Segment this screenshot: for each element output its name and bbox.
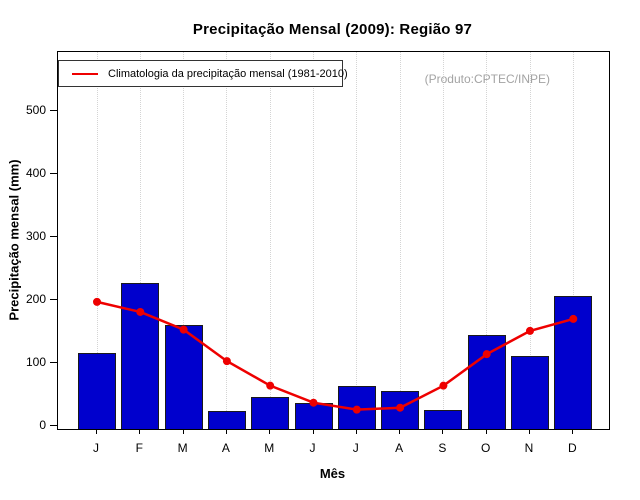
x-tick-label-3: A	[221, 441, 230, 455]
climatology-point-m4	[266, 381, 275, 390]
y-tick-label-0: 0	[39, 418, 46, 432]
plot-area	[57, 51, 610, 430]
climatology-point-o9	[482, 350, 491, 359]
x-tick-mark	[572, 428, 574, 434]
climatology-point-m2	[179, 325, 188, 334]
x-tick-label-2: M	[177, 441, 188, 455]
legend: Climatologia da precipitação mensal (198…	[58, 60, 348, 87]
month-gridline	[399, 52, 401, 429]
y-tick-mark	[50, 362, 57, 363]
month-gridline	[356, 52, 358, 429]
x-tick-mark	[139, 428, 141, 434]
month-gridline	[313, 52, 314, 429]
month-gridline	[183, 52, 185, 429]
climatology-point-s8	[439, 381, 448, 390]
x-tick-label-10: N	[524, 441, 534, 455]
precipitation-bar-m4	[251, 397, 290, 429]
climatology-point-a7	[396, 403, 405, 412]
precipitation-bar-f1	[121, 282, 160, 429]
climatology-point-j5	[309, 398, 318, 407]
y-tick-mark	[50, 299, 57, 300]
precipitation-bar-j0	[78, 352, 116, 429]
precipitation-bar-j5	[294, 402, 333, 429]
y-tick-label-100: 100	[25, 355, 46, 369]
precipitation-bar-m2	[164, 324, 203, 429]
x-tick-mark	[269, 428, 271, 434]
climatology-line	[96, 300, 574, 411]
month-gridline	[442, 52, 444, 429]
x-tick-mark	[399, 428, 401, 434]
x-tick-label-8: S	[438, 441, 447, 455]
climatology-point-n10	[526, 326, 534, 335]
precipitation-bar-a3	[207, 410, 246, 429]
climatology-point-j0	[93, 297, 101, 306]
x-tick-label-7: A	[395, 441, 404, 455]
climatology-line-layer	[93, 297, 578, 414]
y-tick-label-500: 500	[25, 103, 46, 117]
climatology-point-j6	[352, 405, 361, 414]
x-tick-label-1: F	[135, 441, 143, 455]
x-axis-title: Mês	[319, 466, 346, 481]
x-tick-label-9: O	[481, 441, 491, 455]
precipitation-bar-s8	[424, 409, 463, 429]
y-tick-mark	[50, 110, 57, 111]
month-gridline	[486, 52, 488, 429]
month-gridline	[96, 52, 98, 429]
month-gridline	[139, 52, 141, 429]
month-gridline	[572, 52, 574, 429]
y-tick-mark	[50, 236, 57, 237]
x-tick-label-11: D	[567, 441, 577, 455]
x-tick-label-4: M	[264, 441, 275, 455]
chart-title: Precipitação Mensal (2009): Região 97	[192, 21, 473, 38]
y-tick-mark	[50, 425, 57, 426]
y-tick-label-300: 300	[25, 229, 46, 243]
x-tick-label-5: J	[309, 441, 316, 455]
legend-line-swatch	[72, 72, 98, 75]
x-tick-mark	[182, 428, 184, 434]
y-tick-label-200: 200	[25, 292, 46, 306]
x-tick-mark	[355, 428, 357, 434]
y-tick-mark	[50, 173, 57, 174]
x-tick-label-6: J	[352, 441, 359, 455]
month-gridline	[529, 52, 531, 429]
month-gridline	[269, 52, 271, 429]
precipitation-bar-n10	[511, 356, 549, 429]
x-tick-mark	[485, 428, 487, 434]
x-tick-mark	[312, 428, 314, 434]
x-tick-label-0: J	[93, 441, 99, 455]
climatology-point-f1	[136, 307, 145, 316]
x-tick-mark	[529, 428, 530, 434]
legend-label: Climatologia da precipitação mensal (198…	[108, 67, 348, 80]
x-tick-mark	[442, 428, 444, 434]
x-tick-mark	[96, 428, 97, 434]
y-tick-label-400: 400	[25, 166, 46, 180]
precipitation-bar-o9	[467, 335, 506, 429]
climatology-point-d11	[569, 314, 578, 323]
climatology-point-a3	[222, 357, 231, 366]
month-gridline	[226, 52, 228, 429]
x-tick-mark	[225, 428, 227, 434]
product-annotation: (Produto:CPTEC/INPE)	[424, 72, 550, 86]
